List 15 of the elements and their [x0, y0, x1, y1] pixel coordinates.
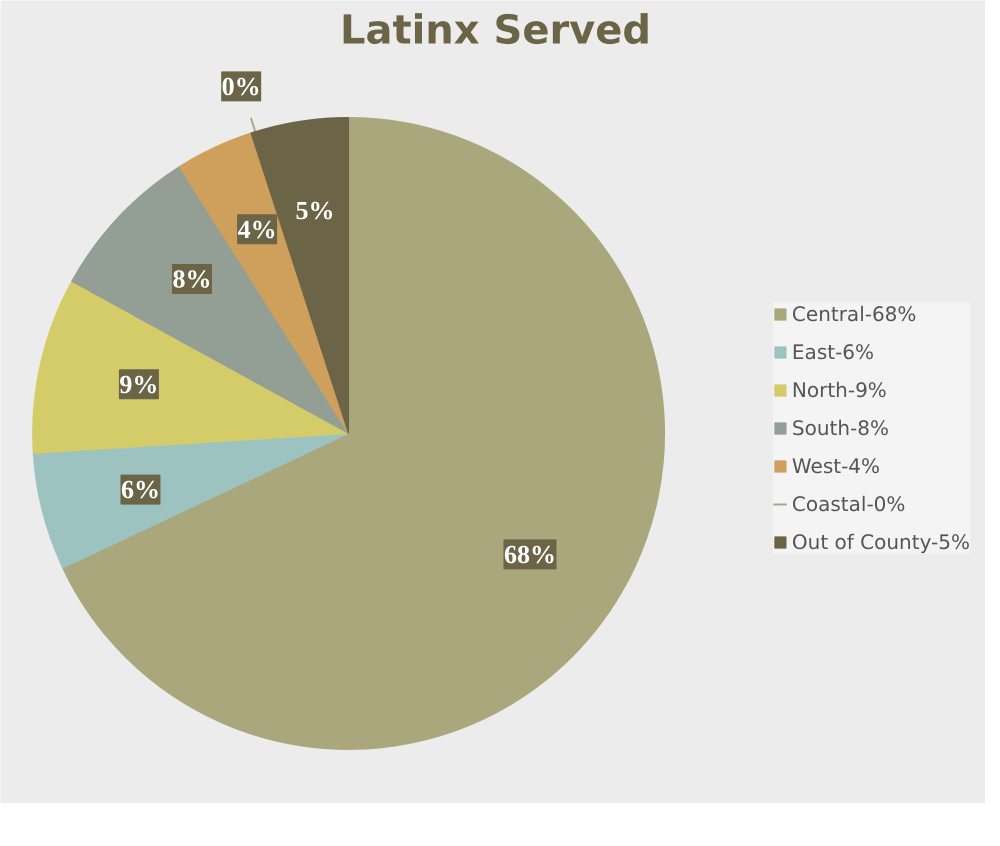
- data-label: 8%: [172, 264, 212, 294]
- legend-label: Central-68%: [792, 302, 916, 326]
- legend-label: Coastal-0%: [792, 492, 906, 516]
- legend-label: West-4%: [792, 454, 880, 478]
- legend-label: Out of County-5%: [792, 530, 970, 554]
- legend-label: East-6%: [792, 340, 874, 364]
- legend-label: North-9%: [792, 378, 887, 402]
- data-label: 68%: [504, 540, 556, 569]
- legend-label: South-8%: [792, 416, 889, 440]
- text: 0%: [222, 72, 261, 101]
- data-label: 6%: [120, 475, 160, 504]
- chart-title: Latinx Served: [340, 8, 652, 54]
- data-label: 5%: [295, 196, 334, 226]
- data-label: 9%: [119, 370, 158, 399]
- data-label: 4%: [238, 214, 277, 244]
